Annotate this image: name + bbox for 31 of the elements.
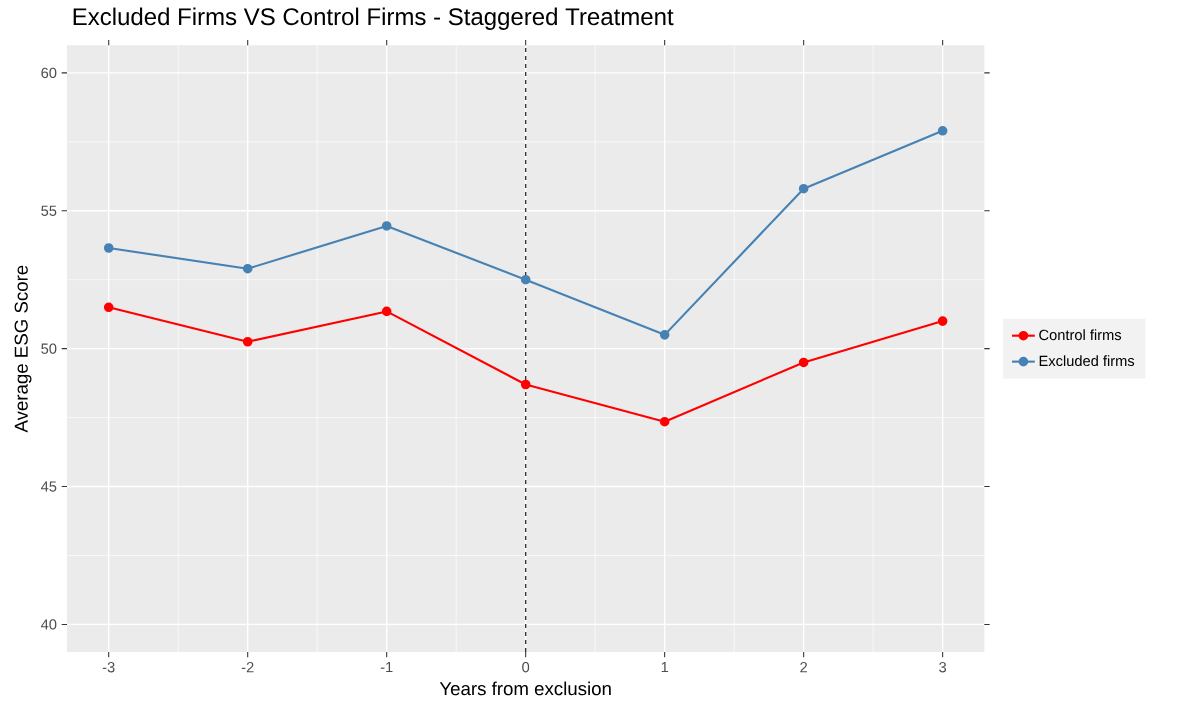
point [798,183,809,194]
point [103,243,114,253]
y-tick-label: 40 [40,619,57,630]
y-tick-label: 60 [41,67,57,79]
legend-label: Excluded firms [1039,355,1135,367]
point [381,306,392,317]
x-tick-label: -2 [241,662,254,673]
point [798,357,809,368]
x-tick-label: -1 [380,662,393,673]
point [937,126,948,136]
x-tick-label: 0 [522,662,530,673]
point [242,263,253,274]
x-axis-title: Years from exclusion [439,681,611,696]
point [937,316,948,326]
legend-label: Control firms [1039,329,1122,341]
y-tick-label: 50 [41,343,57,354]
x-tick-label: 2 [800,662,807,673]
point [659,416,670,427]
x-tick-label: 3 [939,662,947,673]
y-axis-title: Average ESG Score [14,265,32,433]
point [520,274,531,285]
y-tick-label: 55 [41,205,57,216]
point [103,302,114,313]
y-tick-label: 45 [40,481,57,492]
chart-title: Excluded Firms VS Control Firms - Staggered Treatment [73,7,674,30]
point [659,330,670,340]
point [242,336,253,347]
x-tick-label: 1 [661,662,669,673]
point [520,379,531,390]
x-tick-label: -3 [102,662,115,673]
point [381,221,392,231]
